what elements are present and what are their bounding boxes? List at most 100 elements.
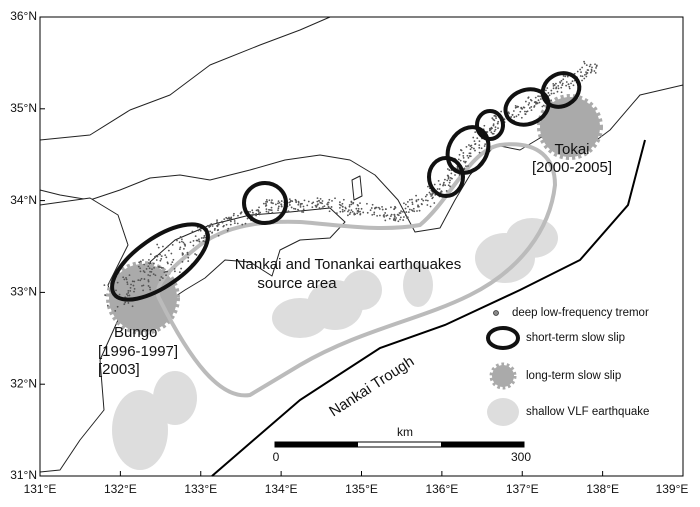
tremor-dot	[334, 197, 336, 200]
tremor-dot	[171, 243, 174, 246]
tremor-dot	[541, 105, 544, 108]
tremor-dot	[233, 222, 236, 225]
tremor-dot	[371, 203, 374, 206]
tremor-dot	[137, 265, 140, 268]
tremor-dot	[583, 62, 586, 65]
tremor-dot	[210, 223, 213, 225]
tremor-dot	[406, 217, 408, 219]
legend-symbol	[486, 326, 520, 350]
tremor-dot	[594, 71, 597, 74]
tremor-dot	[359, 212, 362, 215]
tremor-dot	[328, 210, 331, 213]
tremor-dot	[348, 209, 350, 212]
tremor-dot	[366, 211, 369, 214]
tremor-dot	[142, 289, 145, 292]
tremor-dot	[191, 230, 194, 233]
tremor-dot	[138, 261, 141, 264]
tremor-dot	[123, 303, 126, 306]
tremor-dot	[473, 147, 475, 150]
tremor-dot	[550, 92, 553, 95]
tremor-dot	[457, 158, 460, 161]
tremor-dot	[126, 283, 129, 286]
tremor-dot	[287, 210, 290, 213]
tremor-dot	[390, 213, 393, 216]
tremor-dot	[127, 291, 130, 294]
tremor-dot	[403, 202, 405, 205]
tremor-dot	[200, 237, 203, 239]
tremor-dot	[264, 202, 267, 205]
tremor-dot	[226, 229, 229, 232]
tremor-dot	[326, 203, 329, 206]
awaji	[351, 175, 363, 201]
tremor-dot	[272, 202, 274, 205]
tremor-dot	[360, 207, 363, 210]
tremor-dot	[552, 82, 555, 85]
tremor-dot	[585, 64, 588, 67]
annotation: Bungo	[114, 324, 157, 341]
tremor-dot	[280, 203, 283, 206]
tremor-dot	[277, 207, 280, 210]
tremor-dot	[217, 223, 220, 226]
tremor-dot	[488, 127, 491, 130]
vlf-areas	[112, 218, 558, 470]
tremor-dot	[236, 222, 239, 225]
tremor-dot	[424, 195, 427, 198]
tremor-dot	[567, 83, 570, 86]
tremor-dot	[297, 208, 299, 211]
tremor-dot	[458, 153, 461, 156]
tremor-dot	[159, 253, 161, 256]
tremor-dot	[566, 75, 569, 78]
tremor-dot	[227, 227, 230, 230]
tremor-dot	[180, 267, 183, 270]
tremor-dot	[443, 181, 445, 184]
tremor-dot	[510, 116, 513, 118]
tremor-dot	[166, 261, 169, 264]
tremor-dot	[126, 294, 129, 297]
annotation: [2000-2005]	[532, 159, 612, 176]
tremor-dot	[416, 210, 418, 212]
tremor-dot	[280, 200, 283, 202]
tremor-dot	[449, 185, 451, 188]
tremor-dot	[432, 192, 434, 195]
tremor-dot	[426, 193, 428, 196]
tremor-dot	[139, 260, 142, 263]
tremor-dot	[523, 106, 526, 109]
x-tick-label: 136°E	[425, 482, 458, 496]
tremor-dot	[427, 185, 429, 188]
tremor-dot	[422, 199, 425, 202]
vlf-area	[342, 270, 382, 310]
tremor-dot	[474, 149, 476, 152]
tremor-dot	[445, 190, 448, 192]
tremor-dot	[341, 208, 344, 211]
tremor-dot	[209, 230, 211, 233]
tremor-dot	[162, 245, 164, 248]
tremor-dot	[436, 188, 439, 190]
tremor-dot	[316, 200, 319, 203]
y-tick-label: 36°N	[10, 9, 37, 23]
tremor-dot	[139, 267, 142, 270]
x-tick-label: 132°E	[104, 482, 137, 496]
tremor-dot	[217, 228, 220, 231]
tremor-dot	[341, 202, 344, 205]
tremor-dot	[399, 216, 402, 219]
tremor-dot	[131, 305, 134, 308]
tremor-dot	[288, 198, 291, 201]
tremor-dot	[538, 101, 541, 104]
tremor-dot	[447, 177, 450, 180]
tremor-dot	[478, 151, 481, 154]
tremor-dot	[297, 203, 300, 206]
tremor-dot	[164, 254, 167, 257]
tremor-dot	[166, 270, 169, 273]
tremor-dot	[553, 92, 555, 95]
tremor-dot	[320, 207, 323, 210]
legend-label: long-term slow slip	[526, 370, 621, 382]
tremor-dot	[533, 106, 536, 108]
tremor-dot	[517, 113, 520, 116]
tremor-dot	[568, 85, 571, 88]
annotation: [2003]	[98, 361, 140, 378]
y-tick-label: 34°N	[10, 193, 37, 207]
slip-ellipse	[475, 109, 505, 141]
tremor-dot	[552, 87, 555, 90]
tremor-dot	[579, 68, 582, 71]
tremor-dot	[357, 204, 360, 207]
